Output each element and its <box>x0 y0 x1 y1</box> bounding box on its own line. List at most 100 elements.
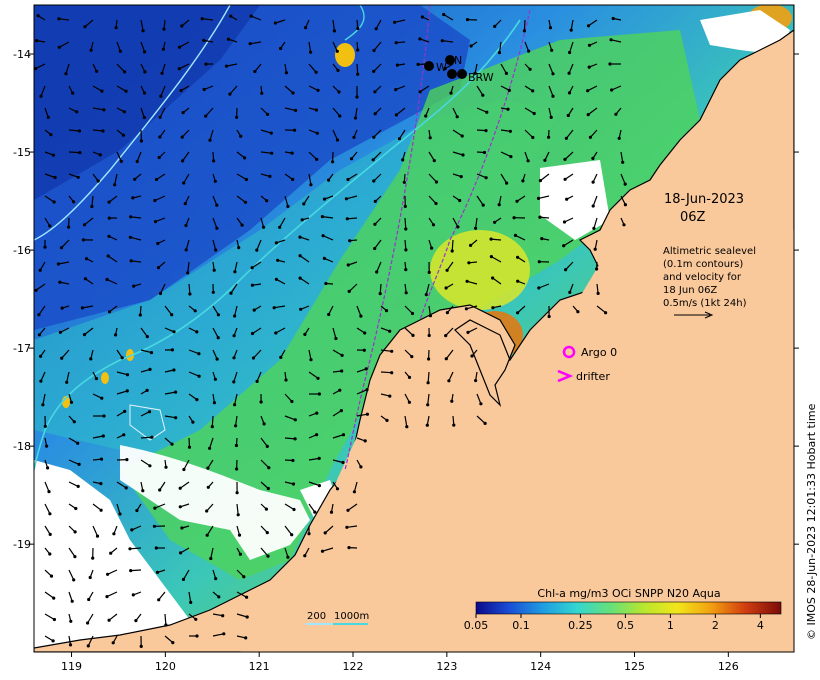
cloud-mask <box>700 10 790 55</box>
lon-tick-label: 123 <box>436 660 457 673</box>
velocity-arrow-head <box>209 556 213 561</box>
velocity-arrow-head <box>158 488 162 492</box>
velocity-arrow-head <box>352 135 356 139</box>
velocity-arrow-head <box>286 204 290 208</box>
lat-tick-label: -15 <box>13 146 31 159</box>
velocity-arrow <box>58 18 70 21</box>
velocity-arrow-head <box>335 49 339 53</box>
sealevel-legend: Altimetric sealevel (0.1m contours) and … <box>663 246 756 319</box>
velocity-arrow <box>308 371 319 379</box>
velocity-arrow-head <box>216 313 220 317</box>
velocity-arrow <box>212 305 219 316</box>
velocity-arrow <box>332 434 344 439</box>
velocity-arrow <box>140 349 152 354</box>
velocity-arrow-head <box>131 593 135 597</box>
velocity-arrow-head <box>111 641 115 645</box>
velocity-arrow-head <box>96 179 100 183</box>
velocity-arrow <box>570 19 574 31</box>
velocity-arrow <box>476 195 484 206</box>
velocity-arrow-head <box>347 289 351 293</box>
velocity-arrow-head <box>39 94 43 98</box>
velocity-arrow-head <box>315 157 319 161</box>
velocity-arrow-head <box>481 203 485 207</box>
velocity-arrow-head <box>212 268 216 272</box>
station-label-brw: BRW <box>468 71 494 84</box>
velocity-arrow-head <box>94 377 98 381</box>
velocity-arrow-head <box>125 458 129 462</box>
velocity-arrow <box>252 327 262 335</box>
velocity-arrow-head <box>321 234 325 238</box>
velocity-arrow-head <box>307 532 311 536</box>
velocity-arrow <box>236 503 239 515</box>
velocity-arrow <box>140 459 151 467</box>
velocity-arrow <box>182 569 190 580</box>
velocity-arrow <box>308 503 316 513</box>
velocity-arrow-head <box>208 138 212 142</box>
velocity-arrow-head <box>213 179 217 183</box>
velocity-arrow-head <box>72 200 76 204</box>
velocity-arrow-head <box>309 183 313 187</box>
velocity-arrow-head <box>543 158 547 162</box>
velocity-arrow <box>92 85 103 92</box>
velocity-arrow <box>61 349 70 359</box>
velocity-arrow-head <box>276 258 280 262</box>
velocity-arrow-head <box>339 409 343 413</box>
velocity-arrow-head <box>106 254 110 258</box>
velocity-arrow <box>116 371 128 376</box>
velocity-arrow-head <box>591 156 595 160</box>
velocity-arrow-head <box>64 72 68 76</box>
velocity-arrow-head <box>99 457 104 461</box>
velocity-arrow <box>116 63 126 73</box>
velocity-arrow-head <box>216 336 220 340</box>
velocity-arrow-head <box>309 50 313 54</box>
velocity-arrow-head <box>293 418 297 422</box>
velocity-arrow-head <box>352 490 356 494</box>
velocity-arrow-head <box>270 151 274 155</box>
velocity-arrow <box>540 173 550 182</box>
velocity-arrow-head <box>232 380 236 384</box>
argo-icon <box>562 345 576 359</box>
velocity-arrow-head <box>208 446 212 450</box>
velocity-arrow-head <box>294 108 298 112</box>
velocity-arrow-head <box>445 268 449 272</box>
velocity-arrow-head <box>394 113 398 117</box>
velocity-arrow <box>592 195 598 207</box>
reef-patch <box>335 43 355 67</box>
velocity-arrow <box>524 129 534 138</box>
velocity-arrow <box>548 107 552 118</box>
velocity-arrow-head <box>182 467 186 472</box>
velocity-arrow-head <box>234 443 238 448</box>
velocity-arrow-head <box>139 644 143 649</box>
velocity-arrow-head <box>404 268 408 272</box>
velocity-arrow-head <box>34 67 38 71</box>
velocity-arrow-head <box>124 89 128 93</box>
velocity-arrow-head <box>286 555 290 559</box>
velocity-arrow-head <box>405 425 409 429</box>
velocity-arrow-head <box>72 420 76 424</box>
velocity-arrow-head <box>591 204 595 208</box>
velocity-arrow <box>475 217 478 229</box>
velocity-arrow <box>84 217 94 226</box>
velocity-arrow-head <box>46 115 50 119</box>
velocity-arrow-head <box>442 12 446 17</box>
velocity-arrow-head <box>563 177 567 181</box>
velocity-arrow <box>373 63 382 72</box>
velocity-arrow <box>107 255 118 263</box>
velocity-arrow <box>308 349 312 360</box>
lon-tick-label: 126 <box>718 660 739 673</box>
velocity-arrow-head <box>51 639 55 643</box>
velocity-arrow-head <box>469 243 473 247</box>
velocity-arrow-head <box>98 153 102 157</box>
velocity-arrow <box>106 591 118 598</box>
satellite-track <box>419 9 531 321</box>
velocity-arrow-head <box>252 308 256 312</box>
velocity-arrow-head <box>206 485 210 489</box>
velocity-arrow-head <box>538 215 542 219</box>
velocity-arrow <box>66 371 70 383</box>
velocity-arrow-head <box>586 24 591 28</box>
velocity-arrow-head <box>547 135 551 139</box>
velocity-arrow-head <box>77 462 81 466</box>
velocity-arrow-head <box>373 246 377 251</box>
velocity-arrow <box>140 327 148 337</box>
velocity-arrow <box>68 173 79 178</box>
